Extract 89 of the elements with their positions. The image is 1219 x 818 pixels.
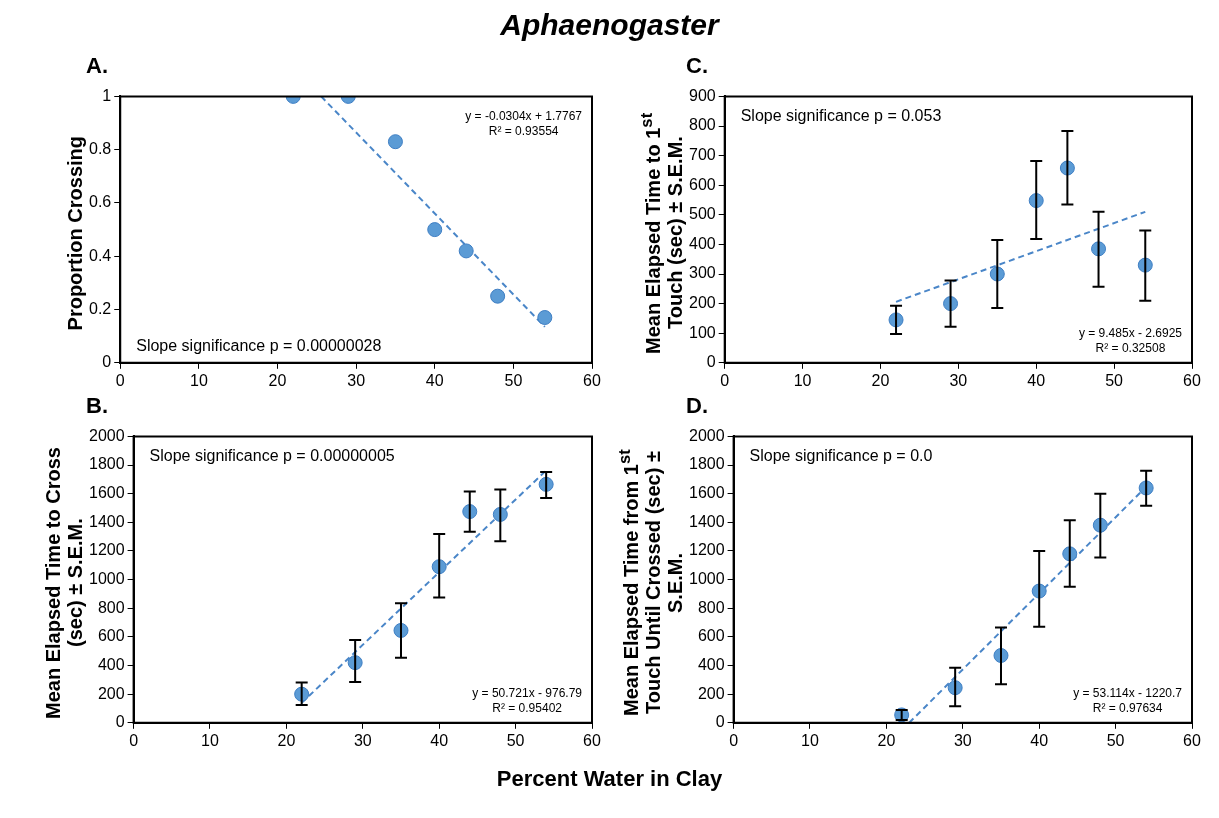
chart-subtitle: C. (686, 53, 708, 79)
chart-subtitle: D. (686, 393, 708, 419)
x-tick-label: 10 (793, 371, 812, 389)
y-axis-title: Mean Elapsed Time to Cross (sec) ± S.E.M. (42, 446, 86, 721)
chart-title: Aphaenogaster (499, 8, 721, 43)
x-tick-label: 20 (277, 731, 296, 749)
x-tick-label: 30 (953, 731, 972, 749)
y-tick-label: 800 (97, 598, 125, 616)
y-tick-label: 2000 (89, 426, 125, 444)
y-tick-label: 400 (97, 655, 125, 673)
y-tick-label: 1800 (689, 455, 725, 473)
x-tick-label: 40 (1030, 731, 1049, 749)
x-tick-label: 20 (877, 731, 896, 749)
x-tick-label: 50 (506, 731, 525, 749)
y-tick-label: 0.8 (88, 140, 112, 158)
y-tick-label: 0.6 (88, 193, 112, 211)
y-tick-label: 200 (97, 684, 125, 702)
y-tick-label: 0 (715, 713, 725, 731)
y-tick-label: 200 (697, 684, 725, 702)
y-tick-label: 0 (115, 713, 125, 731)
x-tick-label: 60 (583, 371, 601, 389)
x-tick-label: 0 (729, 731, 739, 749)
y-tick-label: 1200 (89, 541, 125, 559)
annotation: y = -0.0304x + 1.7767 (465, 108, 583, 123)
x-tick-label: 50 (1106, 731, 1125, 749)
x-tick-label: 60 (1183, 371, 1201, 389)
y-tick-label: 600 (97, 627, 125, 645)
x-tick-label: 0 (129, 731, 139, 749)
y-tick-label: 100 (688, 323, 716, 341)
y-tick-label: 1200 (689, 541, 725, 559)
y-tick-label: 500 (688, 205, 716, 223)
y-tick-label: 1000 (89, 570, 125, 588)
annotation: Slope significance p = 0.00000005 (149, 446, 395, 464)
annotation: Slope significance p = 0.053 (740, 106, 942, 124)
x-tick-label: 50 (504, 371, 523, 389)
x-tick-label: 40 (430, 731, 449, 749)
annotation: y = 53.114x - 1220.7 (1073, 686, 1183, 701)
y-tick-label: 1600 (89, 484, 125, 502)
x-tick-label: 60 (583, 731, 601, 749)
x-tick-label: 10 (201, 731, 219, 749)
annotation: R² = 0.95402 (492, 701, 563, 716)
y-tick-label: 1600 (689, 484, 725, 502)
annotation: R² = 0.97634 (1092, 701, 1163, 716)
annotation: y = 50.721x - 976.79 (472, 686, 583, 701)
chart-subtitle: A. (86, 53, 108, 79)
point (427, 222, 443, 238)
x-tick-label: 40 (425, 371, 444, 389)
y-tick-label: 1400 (689, 512, 725, 530)
y-tick-label: 1800 (89, 455, 125, 473)
x-tick-label: 60 (1183, 731, 1201, 749)
annotation: Slope significance p = 0.00000028 (136, 337, 382, 355)
y-tick-label: 1400 (89, 512, 125, 530)
y-tick-label: 400 (688, 234, 716, 252)
y-tick-label: 900 (688, 86, 716, 104)
y-tick-label: 1 (102, 86, 112, 104)
x-tick-label: 20 (871, 371, 890, 389)
chart-subtitle: B. (86, 393, 108, 419)
y-tick-label: 400 (697, 655, 725, 673)
y-tick-label: 0 (706, 353, 716, 371)
y-tick-label: 300 (688, 264, 716, 282)
y-tick-label: 200 (688, 294, 716, 312)
y-tick-label: 0.2 (88, 299, 112, 317)
y-tick-label: 700 (688, 146, 716, 164)
annotation: R² = 0.32508 (1095, 341, 1166, 356)
point (458, 243, 474, 259)
y-tick-label: 800 (688, 116, 716, 134)
x-axis-title: Percent Water in Clay (495, 766, 724, 792)
x-tick-label: 30 (353, 731, 372, 749)
x-tick-label: 30 (347, 371, 366, 389)
y-tick-label: 600 (688, 175, 716, 193)
y-tick-label: 2000 (689, 426, 725, 444)
point (537, 310, 553, 326)
point (490, 288, 506, 304)
annotation: y = 9.485x - 2.6925 (1078, 326, 1183, 341)
x-tick-label: 50 (1105, 371, 1124, 389)
y-tick-label: 800 (697, 598, 725, 616)
x-tick-label: 30 (949, 371, 968, 389)
annotation: Slope significance p = 0.0 (749, 446, 933, 464)
x-tick-label: 10 (189, 371, 208, 389)
x-tick-label: 10 (801, 731, 819, 749)
x-tick-label: 40 (1027, 371, 1046, 389)
x-tick-label: 20 (268, 371, 287, 389)
y-tick-label: 1000 (689, 570, 725, 588)
y-tick-label: 0.4 (88, 246, 112, 264)
annotation: R² = 0.93554 (488, 123, 559, 138)
y-tick-label: 0 (102, 353, 112, 371)
y-tick-label: 600 (697, 627, 725, 645)
y-axis-title: Mean Elapsed Time from 1$^{st}$ Touch Until Crossed (sec) ± S.E.M. (615, 448, 686, 719)
y-axis-title: Proportion Crossing (64, 135, 86, 331)
